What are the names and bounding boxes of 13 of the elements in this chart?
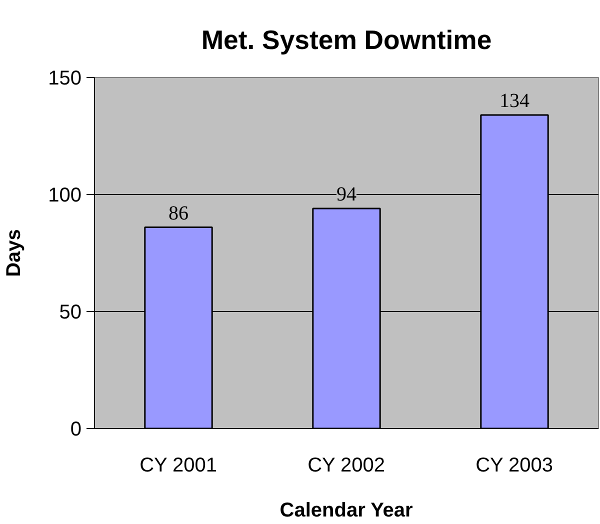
data-label: 94 [336,184,356,206]
data-label: 134 [500,90,530,112]
y-axis-title: Days [3,229,26,277]
x-tick-label: CY 2003 [476,454,554,476]
y-tick-label: 100 [48,184,82,206]
x-axis-title: Calendar Year [280,500,414,522]
y-tick-label: 50 [59,302,82,324]
data-label: 86 [168,202,188,224]
y-tick-label: 0 [70,418,82,440]
chart-title: Met. System Downtime [201,25,492,55]
x-tick-label: CY 2001 [140,454,218,476]
y-tick-label: 150 [48,68,82,90]
x-tick-label: CY 2002 [308,454,386,476]
